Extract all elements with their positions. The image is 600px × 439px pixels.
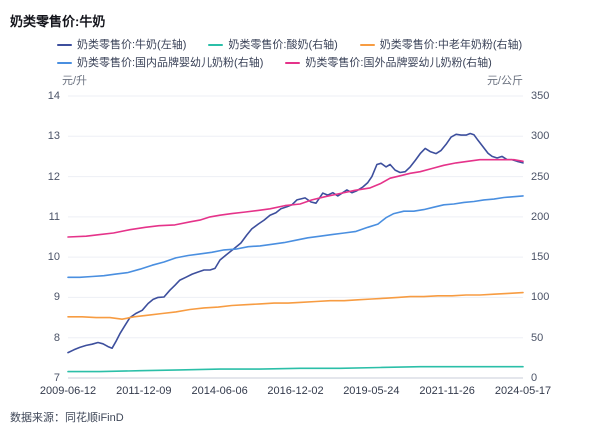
- legend-row-2: 奶类零售价:国内品牌婴幼儿奶粉(右轴) 奶类零售价:国外品牌婴幼儿奶粉(右轴): [57, 56, 492, 70]
- legend-line-icon: [57, 61, 72, 65]
- y-tick-right: 100: [531, 291, 550, 304]
- legend-line-icon: [359, 43, 375, 47]
- y-tick-right: 0: [531, 372, 538, 384]
- y-tick-right: 50: [531, 331, 544, 344]
- y-tick-left: 13: [47, 130, 60, 143]
- y-tick-left: 12: [47, 170, 60, 183]
- x-tick: 2024-05-17: [494, 385, 552, 397]
- legend-line-icon: [285, 61, 301, 65]
- legend-item-foreign-infant-formula[interactable]: 奶类零售价:国外品牌婴幼儿奶粉(右轴): [285, 56, 492, 70]
- y-tick-left: 9: [53, 291, 60, 304]
- legend-item-senior-milk-powder[interactable]: 奶类零售价:中老年奶粉(右轴): [359, 38, 522, 52]
- x-tick: 2014-06-06: [191, 385, 248, 397]
- x-tick: 2016-12-02: [267, 385, 324, 397]
- legend-item-yogurt[interactable]: 奶类零售价:酸奶(右轴): [208, 38, 338, 52]
- left-axis-unit: 元/升: [62, 75, 88, 87]
- y-tick-right: 200: [531, 210, 550, 223]
- y-tick-right: 300: [531, 130, 550, 143]
- y-tick-left: 10: [47, 251, 60, 264]
- series-line-4: [67, 158, 524, 238]
- legend-row-1: 奶类零售价:牛奶(左轴) 奶类零售价:酸奶(右轴) 奶类零售价:中老年奶粉(右轴…: [57, 38, 522, 52]
- y-tick-right: 150: [531, 251, 550, 264]
- y-tick-left: 14: [47, 90, 60, 102]
- legend-line-icon: [208, 43, 224, 47]
- y-tick-right: 350: [531, 90, 550, 102]
- series-line-0: [67, 132, 524, 354]
- legend-item-milk[interactable]: 奶类零售价:牛奶(左轴): [57, 38, 186, 52]
- legend-item-domestic-infant-formula[interactable]: 奶类零售价:国内品牌婴幼儿奶粉(右轴): [57, 56, 263, 70]
- chart-title: 奶类零售价:牛奶: [10, 14, 106, 29]
- x-tick: 2011-12-09: [116, 385, 172, 397]
- right-axis-unit: 元/公斤: [486, 75, 523, 87]
- x-tick: 2009-06-12: [39, 385, 97, 397]
- y-tick-left: 11: [48, 210, 60, 223]
- series-line-1: [67, 365, 524, 373]
- x-tick: 2019-05-24: [343, 385, 400, 397]
- x-tick: 2021-11-26: [419, 385, 475, 397]
- y-tick-right: 250: [531, 170, 550, 183]
- y-tick-left: 7: [53, 372, 60, 384]
- legend-line-icon: [57, 43, 72, 47]
- series-line-3: [67, 195, 524, 279]
- series-line-2: [67, 291, 524, 321]
- y-tick-left: 8: [53, 331, 60, 344]
- data-source: 数据来源：同花顺iFinD: [10, 412, 124, 424]
